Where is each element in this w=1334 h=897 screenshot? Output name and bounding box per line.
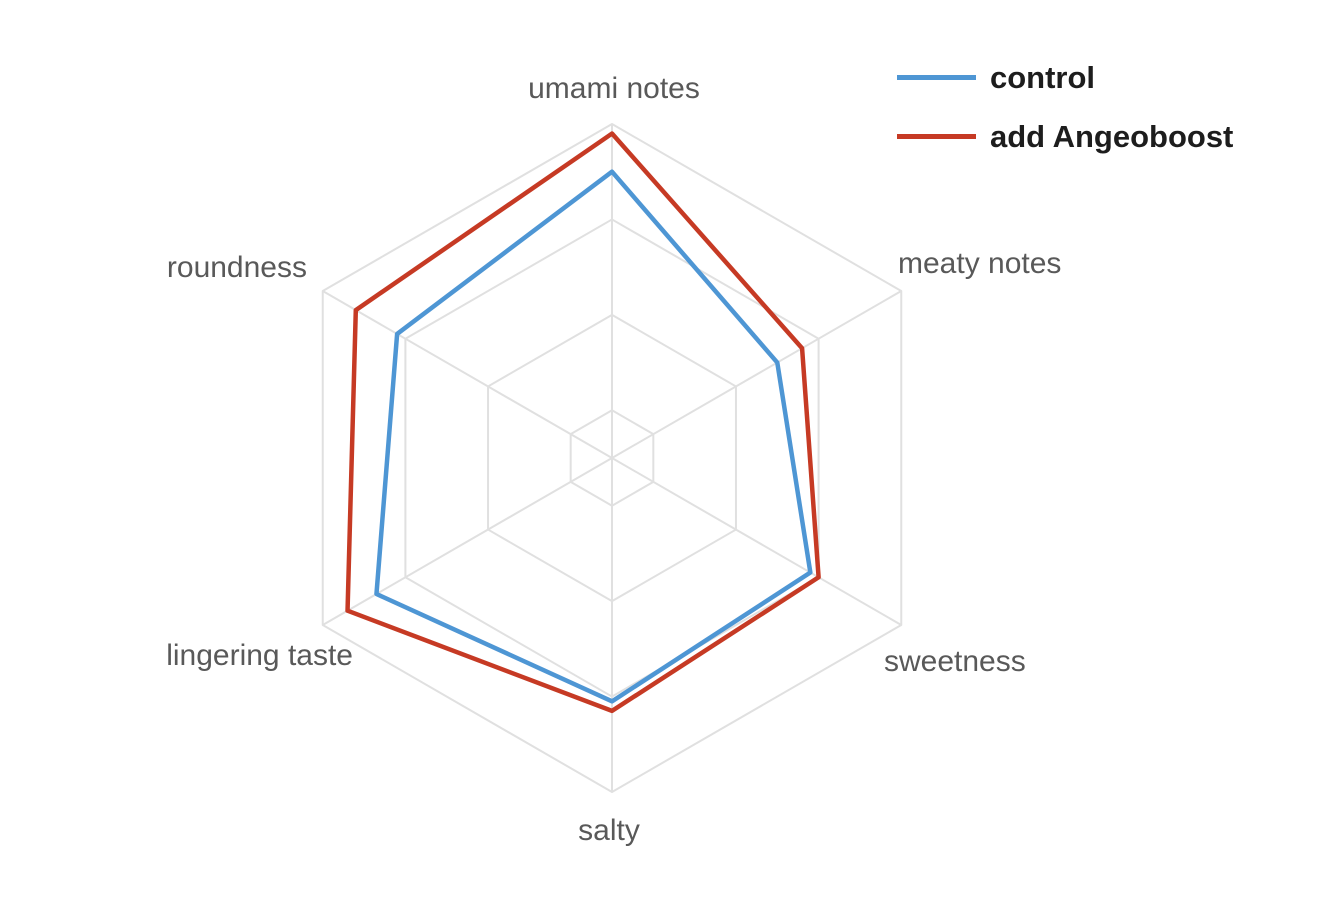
legend-item-control: control (897, 56, 1233, 98)
legend-label-control: control (990, 59, 1096, 95)
axis-label-roundness: roundness (166, 251, 307, 284)
axis-spoke-5 (322, 290, 613, 459)
legend-item-add-angeoboost: add Angeoboost (897, 115, 1233, 157)
legend-line-swatch-control (897, 74, 976, 80)
axis-label-lingering-taste: lingering taste (166, 639, 353, 672)
axis-label-meaty-notes: meaty notes (898, 247, 1062, 280)
series-polygon-control (374, 169, 813, 704)
axis-spoke-1 (611, 290, 902, 459)
axis-label-sweetness: sweetness (884, 645, 1026, 678)
axis-spoke-2 (611, 457, 902, 626)
legend-line-swatch-add-angeoboost (897, 133, 976, 139)
legend: control add Angeoboost (897, 56, 1233, 174)
axis-label-salty: salty (578, 814, 640, 847)
series-polygon-add-angeoboost (345, 131, 821, 714)
axis-spoke-4 (322, 457, 613, 626)
axis-label-umami-notes: umami notes (528, 72, 700, 105)
legend-label-add-angeoboost: add Angeoboost (990, 118, 1234, 154)
